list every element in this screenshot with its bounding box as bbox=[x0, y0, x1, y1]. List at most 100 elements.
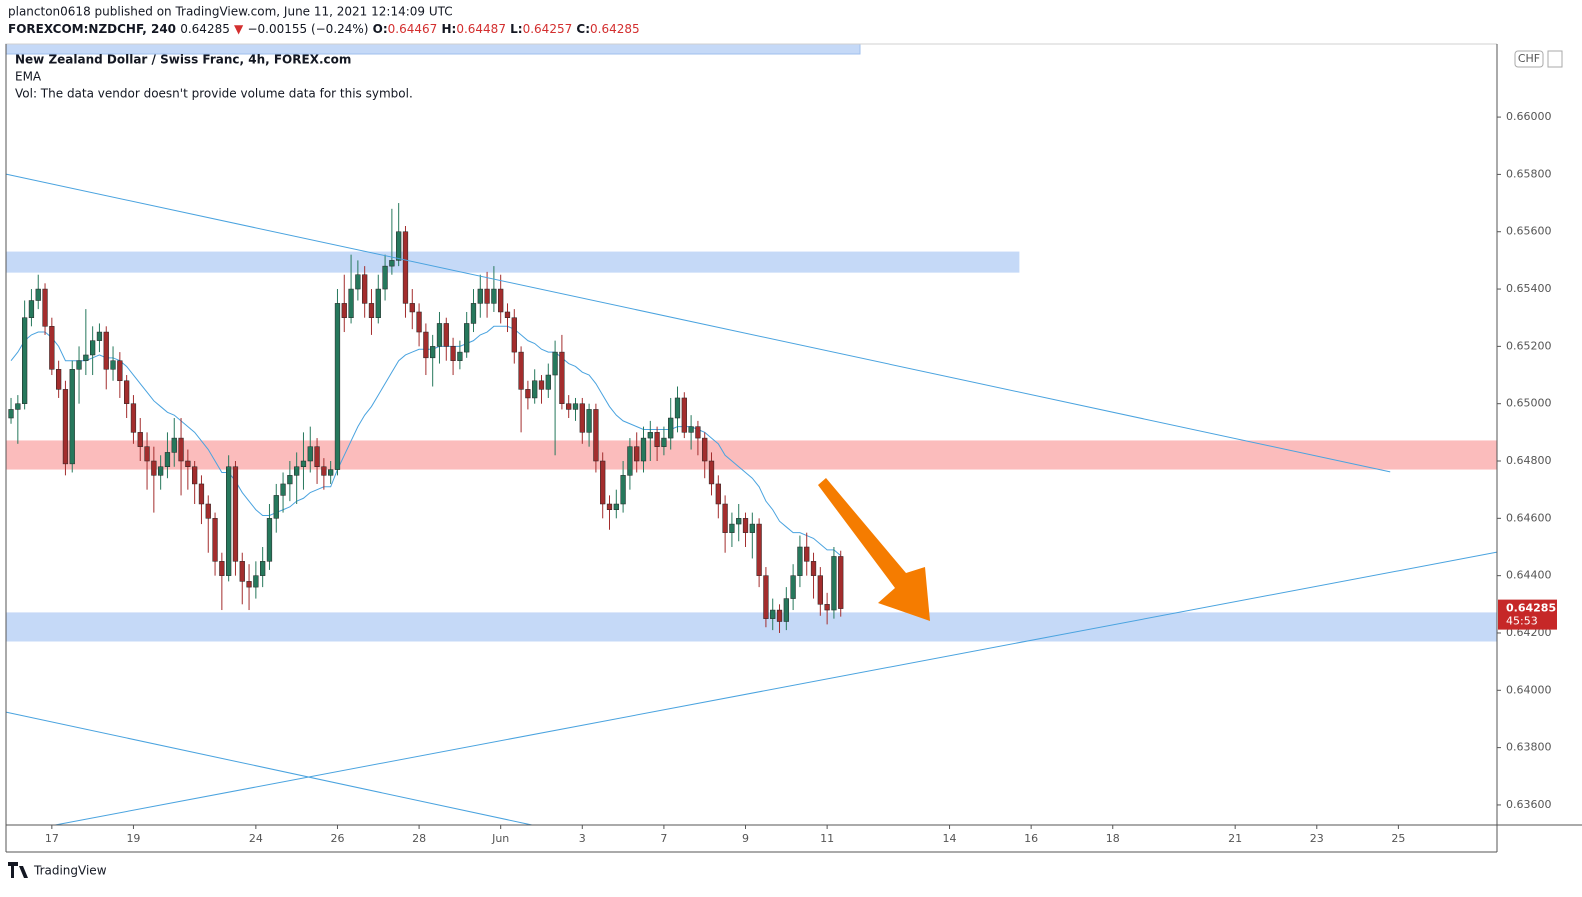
candle-body bbox=[368, 303, 375, 318]
last-price: 0.64285 bbox=[1506, 602, 1556, 615]
candle-body bbox=[532, 380, 538, 399]
brand: TradingView bbox=[33, 864, 107, 878]
candle-body bbox=[348, 288, 354, 318]
candle-body bbox=[300, 460, 307, 467]
candle-body bbox=[341, 303, 347, 318]
candle-body bbox=[280, 483, 286, 496]
y-tick-label: 0.65200 bbox=[1506, 339, 1552, 352]
candle-body bbox=[205, 503, 211, 519]
x-tick-label: 25 bbox=[1391, 832, 1405, 845]
candle-body bbox=[355, 274, 361, 290]
x-tick-label: 23 bbox=[1310, 832, 1324, 845]
x-tick-label: 28 bbox=[412, 832, 426, 845]
candle-body bbox=[810, 561, 817, 576]
y-tick-label: 0.63800 bbox=[1506, 741, 1552, 754]
candle-body bbox=[164, 452, 171, 467]
candle-body bbox=[498, 288, 504, 313]
candle-body bbox=[613, 503, 619, 510]
candle-body bbox=[525, 389, 531, 399]
y-tick-label: 0.65600 bbox=[1506, 225, 1552, 238]
candle-body bbox=[715, 483, 721, 505]
candle-body bbox=[640, 437, 647, 462]
candle-body bbox=[620, 475, 626, 505]
candle-body bbox=[137, 432, 143, 447]
x-tick-label: 3 bbox=[579, 832, 586, 845]
x-tick-label: 16 bbox=[1024, 832, 1038, 845]
candle-body bbox=[708, 460, 715, 485]
y-tick-label: 0.65000 bbox=[1506, 397, 1552, 410]
y-tick-label: 0.66000 bbox=[1506, 110, 1552, 123]
candle-body bbox=[69, 369, 75, 465]
candle-body bbox=[593, 409, 599, 462]
x-tick-label: 7 bbox=[660, 832, 667, 845]
y-tick-label: 0.65800 bbox=[1506, 167, 1552, 180]
x-tick-label: 11 bbox=[820, 832, 834, 845]
candle-body bbox=[307, 446, 313, 462]
x-tick-label: 21 bbox=[1228, 832, 1242, 845]
candle-body bbox=[185, 460, 191, 467]
trendline bbox=[5, 173, 1391, 473]
x-tick-label: 24 bbox=[249, 832, 263, 845]
currency: CHF bbox=[1518, 52, 1540, 65]
currency-box[interactable] bbox=[1514, 50, 1544, 68]
candle-body bbox=[776, 609, 783, 622]
candle-body bbox=[219, 561, 225, 576]
open: 0.64467 bbox=[388, 22, 438, 36]
settings-button[interactable] bbox=[1547, 50, 1563, 68]
candle-body bbox=[722, 503, 728, 533]
candle-body bbox=[436, 323, 443, 347]
candle-body bbox=[409, 303, 415, 313]
arrow-drawing bbox=[818, 478, 930, 621]
candle-body bbox=[627, 446, 633, 476]
change: −0.00155 (−0.24%) bbox=[247, 22, 368, 36]
y-tick-label: 0.64600 bbox=[1506, 511, 1552, 524]
y-tick-label: 0.64400 bbox=[1506, 569, 1552, 582]
candle-body bbox=[484, 288, 490, 304]
candle-body bbox=[783, 598, 789, 622]
candle-body bbox=[192, 466, 198, 485]
plot-area bbox=[5, 173, 1498, 826]
x-tick-label: Jun bbox=[491, 832, 509, 845]
candle-body bbox=[538, 380, 545, 390]
brand-logo bbox=[8, 862, 28, 878]
candle-body bbox=[579, 403, 585, 433]
candle-body bbox=[334, 303, 341, 470]
candle-body bbox=[226, 466, 232, 576]
low-label: L: bbox=[510, 22, 522, 36]
trendline bbox=[55, 551, 1498, 826]
candle-body bbox=[559, 351, 565, 404]
candle-body bbox=[450, 346, 456, 361]
candle-body bbox=[729, 523, 735, 533]
candle-body bbox=[117, 360, 123, 382]
candle-body bbox=[695, 426, 701, 439]
candle-body bbox=[375, 288, 381, 318]
candle-body bbox=[22, 317, 28, 404]
candle-body bbox=[511, 317, 517, 353]
candle-body bbox=[389, 260, 395, 267]
candle-body bbox=[396, 231, 402, 261]
candle-body bbox=[423, 331, 429, 359]
candle-body bbox=[817, 575, 823, 605]
candle-body bbox=[470, 303, 477, 324]
symbol-title: New Zealand Dollar / Swiss Franc, 4h, FO… bbox=[15, 53, 351, 67]
candle-body bbox=[661, 437, 667, 447]
candle-body bbox=[124, 380, 130, 404]
candle-body bbox=[702, 437, 708, 462]
y-tick-label: 0.63600 bbox=[1506, 798, 1552, 811]
candle-body bbox=[49, 326, 55, 370]
candle-body bbox=[62, 389, 69, 465]
candle-body bbox=[681, 397, 687, 433]
x-tick-label: 17 bbox=[45, 832, 59, 845]
candle-body bbox=[28, 300, 35, 318]
candle-body bbox=[287, 475, 293, 485]
candle-body bbox=[239, 561, 245, 582]
close: 0.64285 bbox=[590, 22, 640, 36]
candle-body bbox=[266, 518, 273, 562]
candle-body bbox=[430, 346, 436, 359]
change-arrow: ▼ bbox=[234, 22, 244, 36]
candle-body bbox=[688, 426, 694, 433]
last-price-tag bbox=[1498, 599, 1557, 630]
candle-body bbox=[464, 323, 470, 353]
candle-body bbox=[790, 575, 796, 599]
candle-body bbox=[504, 311, 511, 318]
